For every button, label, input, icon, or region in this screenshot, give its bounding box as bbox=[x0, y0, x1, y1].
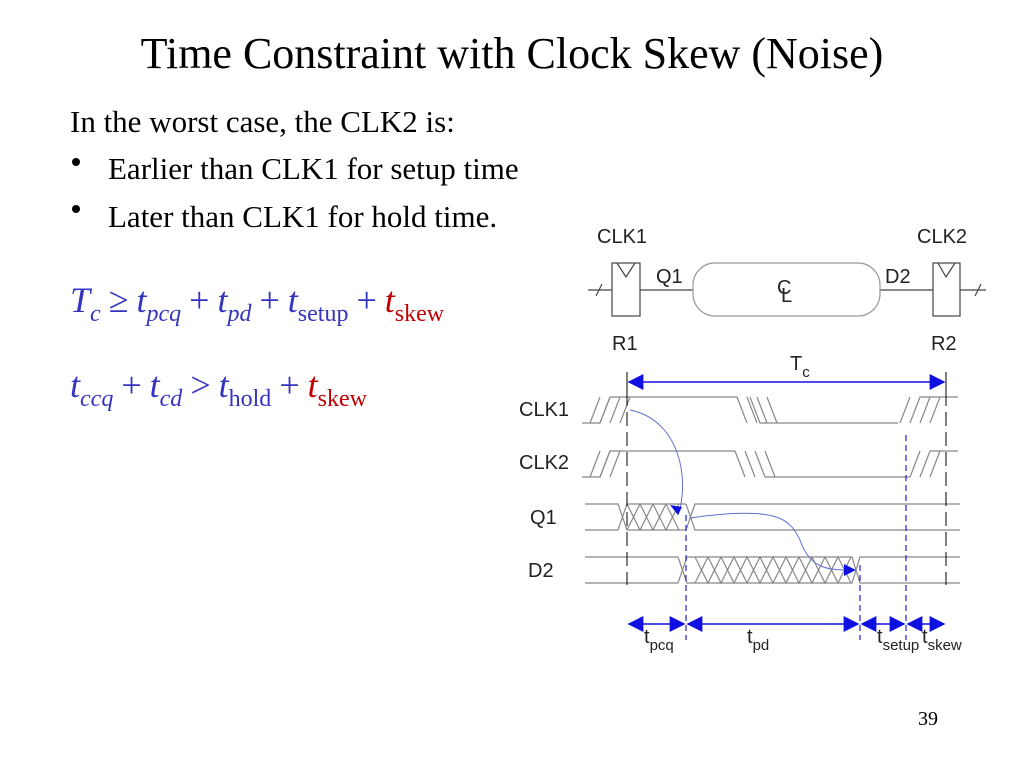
term: t bbox=[288, 280, 299, 320]
term: t bbox=[219, 365, 230, 405]
bullet-dot bbox=[72, 205, 80, 213]
subscript: skew bbox=[318, 386, 368, 412]
term: t bbox=[922, 626, 928, 648]
operator: + bbox=[279, 365, 299, 405]
term: t bbox=[644, 626, 650, 648]
signal-label: Q1 bbox=[530, 507, 557, 529]
bullet-dot bbox=[72, 158, 80, 166]
bullet: Later than CLK1 for hold time. bbox=[108, 199, 497, 234]
circuit bbox=[588, 262, 986, 392]
bullet: Earlier than CLK1 for setup time bbox=[108, 151, 519, 186]
logic-label: C bbox=[777, 277, 791, 299]
logic-label: L bbox=[781, 285, 792, 307]
period-label: Tc​ bbox=[790, 353, 810, 381]
subscript: c bbox=[90, 301, 101, 327]
subscript: pcq bbox=[650, 637, 674, 654]
signal-label: CLK2 bbox=[519, 452, 569, 474]
waveforms bbox=[582, 392, 960, 640]
register-label: R2 bbox=[931, 333, 957, 355]
title: Time Constraint with Clock Skew (Noise) bbox=[141, 29, 884, 78]
subscript: setup bbox=[298, 301, 349, 327]
timing-label: tskew​ bbox=[922, 626, 962, 654]
page-number: 39 bbox=[918, 708, 938, 730]
subscript: setup bbox=[883, 637, 920, 654]
subscript: ccq bbox=[80, 386, 113, 412]
equation: Tc​≥​tpcq​+​tpd​+​tsetup​+​tskew​ bbox=[70, 280, 445, 327]
intro: In the worst case, the CLK2 is: bbox=[70, 104, 455, 139]
operator: > bbox=[190, 365, 210, 405]
register-label: R1 bbox=[612, 333, 638, 355]
term: t bbox=[150, 365, 161, 405]
term: T bbox=[70, 280, 93, 320]
node-label: Q1 bbox=[656, 266, 683, 288]
operator: + bbox=[121, 365, 141, 405]
subscript: cd bbox=[160, 386, 184, 412]
equation: tccq​+​tcd​>​thold​+​tskew​ bbox=[70, 365, 368, 412]
clk-label: CLK1 bbox=[597, 226, 647, 248]
term: T bbox=[790, 353, 802, 375]
term: t bbox=[747, 626, 753, 648]
timing-label: tpcq​ bbox=[644, 626, 674, 654]
subscript: pd bbox=[225, 301, 252, 327]
subscript: pcq bbox=[144, 301, 181, 327]
subscript: hold bbox=[229, 386, 272, 412]
operator: + bbox=[356, 280, 376, 320]
term: t bbox=[217, 280, 228, 320]
term: t bbox=[70, 365, 81, 405]
term: t bbox=[136, 280, 147, 320]
term: t bbox=[308, 365, 319, 405]
timing-label: tsetup​ bbox=[877, 626, 919, 654]
operator: + bbox=[259, 280, 279, 320]
signal-label: D2 bbox=[528, 560, 554, 582]
subscript: skew bbox=[395, 301, 445, 327]
subscript: c bbox=[802, 364, 810, 381]
subscript: pd bbox=[753, 637, 770, 654]
term: t bbox=[877, 626, 883, 648]
operator: ≥ bbox=[109, 280, 129, 320]
node-label: D2 bbox=[885, 266, 911, 288]
timing-label: tpd​ bbox=[747, 626, 769, 654]
clk-label: CLK2 bbox=[917, 226, 967, 248]
term: t bbox=[385, 280, 396, 320]
subscript: skew bbox=[928, 637, 962, 654]
signal-label: CLK1 bbox=[519, 399, 569, 421]
operator: + bbox=[189, 280, 209, 320]
